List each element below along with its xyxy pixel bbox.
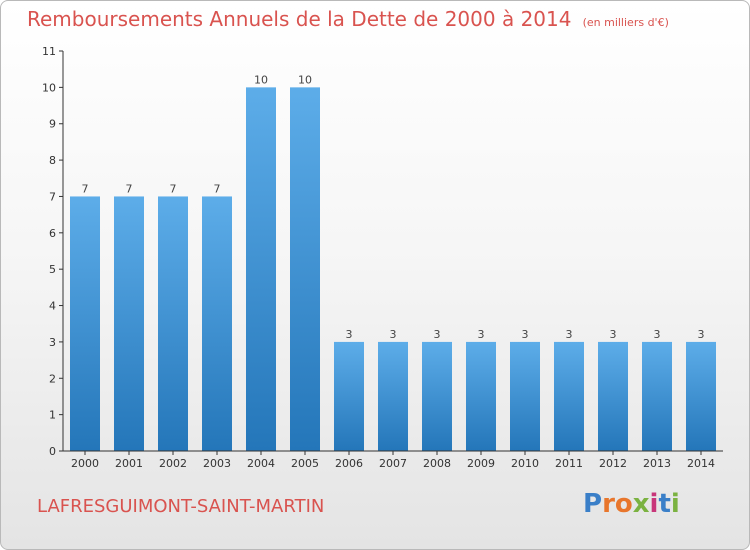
data-label-2007: 3 (390, 328, 397, 341)
y-tick-label-5: 5 (49, 263, 56, 276)
x-tick-label-2011: 2011 (555, 457, 583, 470)
data-label-2011: 3 (566, 328, 573, 341)
data-label-2003: 7 (214, 182, 221, 195)
logo-letter: P (583, 489, 603, 519)
x-tick-label-2014: 2014 (687, 457, 715, 470)
x-tick-label-2000: 2000 (71, 457, 99, 470)
axes-group: 2000 2001 2002 2003 2004 2005 2006 2007 2008 2009… (42, 45, 723, 470)
bar-2010 (510, 341, 540, 451)
x-tick-label-2008: 2008 (423, 457, 451, 470)
data-label-2008: 3 (434, 328, 441, 341)
x-tick-label-2002: 2002 (159, 457, 187, 470)
bar-2014 (686, 341, 716, 451)
x-tick-label-2006: 2006 (335, 457, 363, 470)
bar-chart: 7 7 7 710 103 3 3 3 3 3 3 3 3 2000 2001 2002 2003 2004 20… (42, 45, 723, 470)
bar-2011 (554, 341, 584, 451)
logo-letter: r (602, 489, 615, 519)
bars-group: 7 7 7 7 10 10 3 3 3 3 3 3 3 3 3 (70, 73, 716, 451)
title-text: Remboursements Annuels de la Dette de 20… (27, 7, 572, 31)
data-label-2005: 10 (298, 73, 312, 86)
y-tick-label-4: 4 (49, 300, 56, 313)
data-label-2010: 3 (522, 328, 529, 341)
y-tick-label-8: 8 (49, 154, 56, 167)
x-tick-label-2003: 2003 (203, 457, 231, 470)
logo-letter: o (614, 489, 633, 519)
data-label-2002: 7 (170, 182, 177, 195)
bar-2000 (70, 196, 100, 451)
data-label-2012: 3 (610, 328, 617, 341)
data-label-2014: 3 (698, 328, 705, 341)
x-tick-label-2001: 2001 (115, 457, 143, 470)
logo-letter: t (658, 489, 671, 519)
bar-2003 (202, 196, 232, 451)
data-label-2013: 3 (654, 328, 661, 341)
y-tick-label-2: 2 (49, 372, 56, 385)
logo-letter: x (632, 489, 650, 519)
data-label-2001: 7 (126, 182, 133, 195)
bar-2006 (334, 341, 364, 451)
bar-2007 (378, 341, 408, 451)
bar-2008 (422, 341, 452, 451)
y-tick-label-7: 7 (49, 190, 56, 203)
x-tick-label-2007: 2007 (379, 457, 407, 470)
x-tick-label-2013: 2013 (643, 457, 671, 470)
bar-2012 (598, 341, 628, 451)
x-tick-label-2004: 2004 (247, 457, 275, 470)
y-tick-label-11: 11 (42, 45, 56, 58)
data-label-2004: 10 (254, 73, 268, 86)
bar-2009 (466, 341, 496, 451)
bar-2013 (642, 341, 672, 451)
y-tick-label-3: 3 (49, 336, 56, 349)
x-tick-label-2010: 2010 (511, 457, 539, 470)
chart-title: Remboursements Annuels de la Dette de 20… (27, 7, 669, 31)
bar-2002 (158, 196, 188, 451)
logo-letter: i (670, 489, 680, 519)
y-tick-label-9: 9 (49, 118, 56, 131)
proxiti-logo: Proxiti (583, 489, 680, 519)
logo-letter: i (649, 489, 659, 519)
x-tick-label-2009: 2009 (467, 457, 495, 470)
data-label-2006: 3 (346, 328, 353, 341)
bar-2004 (246, 87, 276, 451)
y-tick-label-0: 0 (49, 445, 56, 458)
x-tick-label-2005: 2005 (291, 457, 319, 470)
x-tick-label-2012: 2012 (599, 457, 627, 470)
y-tick-label-6: 6 (49, 227, 56, 240)
bar-2005 (290, 87, 320, 451)
data-label-2009: 3 (478, 328, 485, 341)
y-tick-label-10: 10 (42, 81, 56, 94)
data-label-2000: 7 (82, 182, 89, 195)
commune-name: LAFRESGUIMONT-SAINT-MARTIN (37, 496, 325, 517)
bar-2001 (114, 196, 144, 451)
y-tick-label-1: 1 (49, 409, 56, 422)
unit-text: (en milliers d'€) (582, 16, 669, 29)
